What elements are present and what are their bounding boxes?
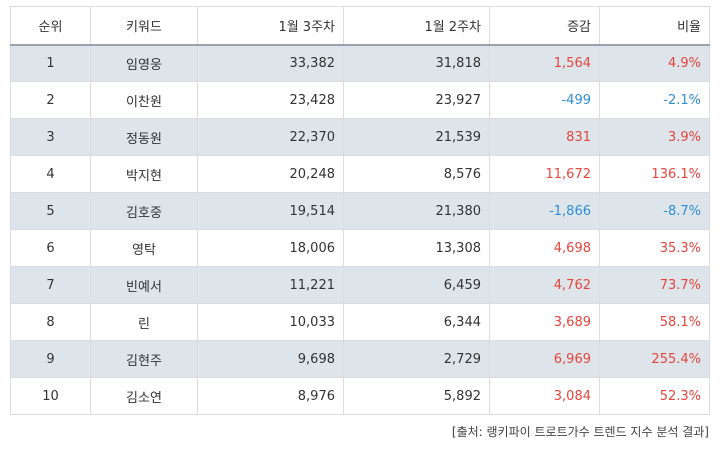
cell-ratio: -2.1% [599,81,710,119]
cell-rank: 2 [10,81,91,119]
table-row: 4 박지현 20,248 8,576 11,672 136.1% [10,155,710,193]
header-week2: 1월 2주차 [343,6,490,46]
cell-diff: 11,672 [489,155,600,193]
table-row: 6 영탁 18,006 13,308 4,698 35.3% [10,229,710,267]
table-row: 7 빈예서 11,221 6,459 4,762 73.7% [10,266,710,304]
cell-diff: 3,084 [489,377,600,415]
cell-week2: 2,729 [343,340,490,378]
cell-week2: 21,380 [343,192,490,230]
cell-rank: 8 [10,303,91,341]
cell-keyword: 박지현 [90,155,198,193]
header-rank: 순위 [10,6,91,46]
cell-keyword: 임영웅 [90,44,198,82]
cell-week2: 8,576 [343,155,490,193]
source-caption: [출처: 랭키파이 트로트가수 트렌드 지수 분석 결과] [451,425,709,439]
cell-diff: 4,698 [489,229,600,267]
cell-week2: 31,818 [343,44,490,82]
cell-keyword: 빈예서 [90,266,198,304]
ranking-table-container: 순위 키워드 1월 3주차 1월 2주차 증감 비율 1 임영웅 33,382 31,… [10,6,710,440]
cell-rank: 7 [10,266,91,304]
cell-diff: 6,969 [489,340,600,378]
cell-keyword: 영탁 [90,229,198,267]
cell-week2: 5,892 [343,377,490,415]
cell-ratio: 73.7% [599,266,710,304]
header-ratio: 비율 [599,6,710,46]
table-header: 순위 키워드 1월 3주차 1월 2주차 증감 비율 [10,6,710,46]
cell-week2: 21,539 [343,118,490,156]
cell-keyword: 정동원 [90,118,198,156]
cell-diff: 4,762 [489,266,600,304]
cell-rank: 6 [10,229,91,267]
cell-rank: 4 [10,155,91,193]
cell-week3: 19,514 [197,192,344,230]
cell-ratio: 52.3% [599,377,710,415]
cell-week3: 9,698 [197,340,344,378]
header-keyword: 키워드 [90,6,198,46]
cell-diff: -499 [489,81,600,119]
cell-ratio: -8.7% [599,192,710,230]
cell-week2: 13,308 [343,229,490,267]
table-row: 10 김소연 8,976 5,892 3,084 52.3% [10,377,710,415]
ranking-table: 순위 키워드 1월 3주차 1월 2주차 증감 비율 1 임영웅 33,382 31,… [10,6,710,415]
cell-keyword: 김현주 [90,340,198,378]
cell-keyword: 김소연 [90,377,198,415]
cell-ratio: 58.1% [599,303,710,341]
cell-week3: 18,006 [197,229,344,267]
cell-week3: 11,221 [197,266,344,304]
cell-keyword: 이찬원 [90,81,198,119]
cell-week3: 20,248 [197,155,344,193]
cell-week3: 10,033 [197,303,344,341]
cell-ratio: 4.9% [599,44,710,82]
cell-week2: 6,344 [343,303,490,341]
cell-rank: 9 [10,340,91,378]
cell-ratio: 136.1% [599,155,710,193]
table-row: 3 정동원 22,370 21,539 831 3.9% [10,118,710,156]
cell-ratio: 255.4% [599,340,710,378]
table-body: 1 임영웅 33,382 31,818 1,564 4.9% 2 이찬원 23,428 23,92… [10,44,710,415]
cell-ratio: 35.3% [599,229,710,267]
cell-week3: 22,370 [197,118,344,156]
table-row: 8 린 10,033 6,344 3,689 58.1% [10,303,710,341]
table-row: 1 임영웅 33,382 31,818 1,564 4.9% [10,44,710,82]
cell-week3: 23,428 [197,81,344,119]
table-row: 9 김현주 9,698 2,729 6,969 255.4% [10,340,710,378]
cell-rank: 10 [10,377,91,415]
cell-rank: 3 [10,118,91,156]
cell-diff: 1,564 [489,44,600,82]
cell-keyword: 린 [90,303,198,341]
cell-diff: 831 [489,118,600,156]
cell-week2: 23,927 [343,81,490,119]
cell-rank: 1 [10,44,91,82]
cell-ratio: 3.9% [599,118,710,156]
header-row: 순위 키워드 1월 3주차 1월 2주차 증감 비율 [10,6,710,46]
cell-week3: 33,382 [197,44,344,82]
cell-diff: 3,689 [489,303,600,341]
header-diff: 증감 [489,6,600,46]
table-row: 2 이찬원 23,428 23,927 -499 -2.1% [10,81,710,119]
table-row: 5 김호중 19,514 21,380 -1,866 -8.7% [10,192,710,230]
cell-week2: 6,459 [343,266,490,304]
header-week3: 1월 3주차 [197,6,344,46]
cell-diff: -1,866 [489,192,600,230]
cell-week3: 8,976 [197,377,344,415]
cell-keyword: 김호중 [90,192,198,230]
cell-rank: 5 [10,192,91,230]
